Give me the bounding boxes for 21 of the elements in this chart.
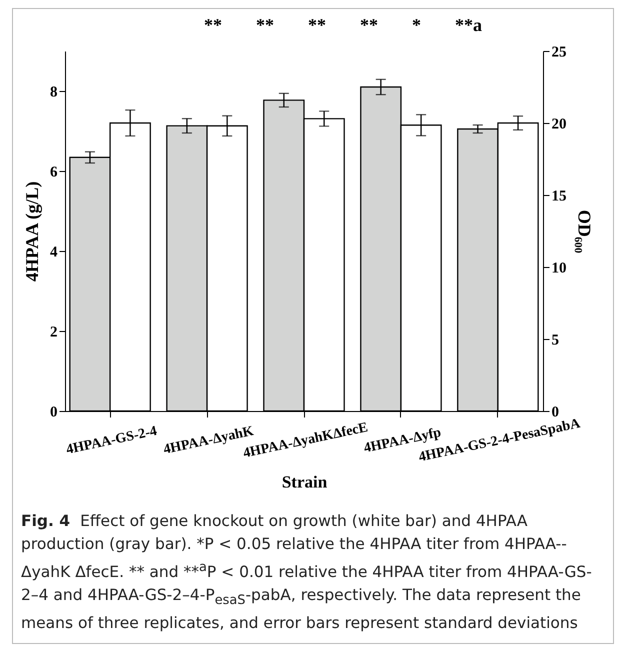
- text: **: [308, 15, 326, 36]
- text: **: [204, 15, 222, 36]
- y-tick-label: 0: [50, 404, 58, 420]
- text: Fig. 4: [21, 512, 70, 530]
- x-axis-title: Strain: [282, 472, 328, 492]
- y2-tick-label: 0: [552, 404, 559, 420]
- y2-tick-label: 10: [552, 260, 566, 276]
- y2-axis-title: OD₆₀₀: [574, 210, 594, 254]
- y-tick-label: 6: [50, 164, 58, 180]
- y-tick-label: 4: [50, 244, 58, 260]
- text: **: [360, 15, 378, 36]
- y2-tick-label: 20: [552, 116, 566, 132]
- text: **a: [455, 15, 482, 36]
- y-axis-title: 4HPAA (g/L): [22, 181, 42, 282]
- y-tick-label: 2: [50, 324, 58, 340]
- y2-tick-label: 5: [552, 332, 559, 348]
- text: *: [412, 15, 421, 36]
- y-tick-label: 8: [50, 84, 58, 100]
- y2-tick-label: 25: [552, 44, 566, 60]
- text: **: [256, 15, 274, 36]
- y2-tick-label: 15: [552, 188, 566, 204]
